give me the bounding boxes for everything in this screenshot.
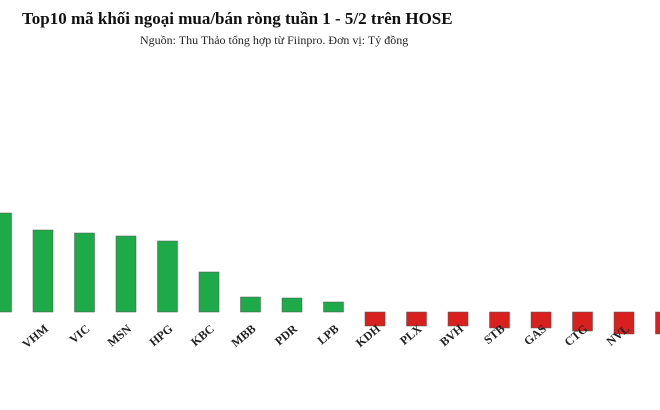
x-tick-label: HPG [147, 322, 176, 349]
bar [364, 311, 386, 327]
bar [198, 271, 220, 313]
chart-title: Top10 mã khối ngoại mua/bán ròng tuần 1 … [22, 9, 453, 28]
bar [32, 229, 54, 313]
bar [447, 311, 469, 327]
bar [0, 212, 12, 313]
bar [323, 301, 344, 313]
x-tick-label: MBB [228, 322, 258, 350]
bar [489, 311, 510, 329]
bar [406, 311, 427, 327]
x-tick-label: LPB [315, 322, 342, 348]
bar [655, 311, 660, 335]
chart-subtitle: Nguồn: Thu Thảo tổng hợp từ Fiinpro. Đơn… [140, 33, 408, 47]
bar [74, 232, 95, 313]
bar [157, 240, 178, 313]
x-tick-label: KBC [188, 322, 217, 349]
bar [115, 235, 137, 313]
bar [530, 311, 552, 329]
x-tick-label: MSN [104, 321, 134, 349]
x-tick-label: VHM [19, 322, 50, 352]
bar [572, 311, 593, 332]
bar [240, 296, 261, 313]
bar [281, 297, 303, 313]
x-tick-label: VIC [67, 322, 93, 347]
bar [613, 311, 635, 335]
x-tick-label: PDR [272, 321, 300, 348]
